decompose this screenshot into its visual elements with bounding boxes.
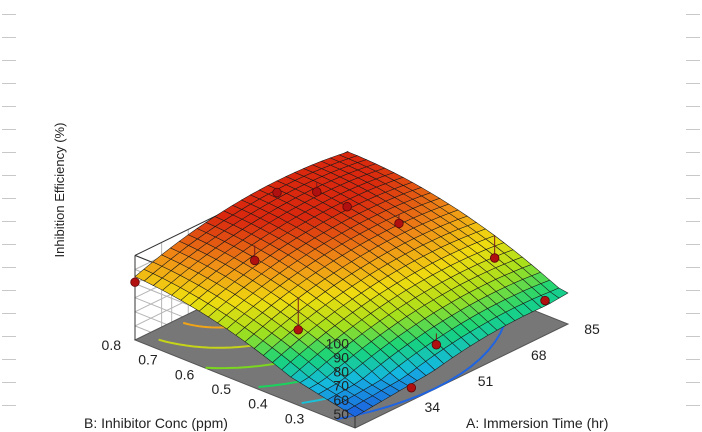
page-dash [686, 359, 700, 360]
page-dash [2, 83, 16, 84]
page-dash [686, 152, 700, 153]
page-dash [2, 244, 16, 245]
design-point-above [272, 187, 282, 198]
page-dash [686, 244, 700, 245]
x-tick-label: 34 [424, 399, 440, 415]
page-dash [2, 336, 16, 337]
page-dash [2, 313, 16, 314]
page-dash [2, 267, 16, 268]
page-dash [2, 60, 16, 61]
page-dash [686, 221, 700, 222]
design-point-above [489, 253, 500, 263]
design-point-above [431, 340, 442, 350]
page-dash [686, 405, 700, 406]
page-dash [686, 290, 700, 291]
page-dash [686, 14, 700, 15]
z-tick-label: 70 [333, 378, 349, 394]
design-point-above [540, 295, 550, 306]
page-dash [2, 14, 16, 15]
surface-cell [338, 151, 358, 159]
z-tick-label: 50 [333, 406, 349, 422]
page-dash [2, 405, 16, 406]
page-dash [2, 37, 16, 38]
x-tick-label: 68 [531, 347, 547, 363]
page-dash [2, 129, 16, 130]
page-dash [2, 198, 16, 199]
page-dash [2, 152, 16, 153]
design-point-above [312, 187, 322, 197]
x-axis-title: A: Immersion Time (hr) [466, 415, 608, 431]
page-dash [2, 106, 16, 107]
z-tick-label: 90 [333, 350, 349, 366]
page-dash [2, 175, 16, 176]
y-tick-label: 0.4 [248, 396, 268, 412]
design-point-above [342, 202, 352, 212]
points-above-surface [130, 182, 550, 393]
design-point-above [130, 277, 140, 287]
design-point-above [250, 255, 260, 266]
y-tick-label: 0.6 [175, 366, 195, 382]
page-dash [686, 37, 700, 38]
z-axis-title: Inhibition Efficiency (%) [52, 123, 67, 258]
page-dash [686, 175, 700, 176]
page-dash [2, 290, 16, 291]
page-dash [2, 382, 16, 383]
response-surface [134, 151, 569, 418]
x-tick-label: 85 [584, 321, 600, 337]
page-dash [686, 313, 700, 314]
page-dash [686, 382, 700, 383]
design-point-above [394, 218, 404, 229]
y-tick-label: 0.3 [285, 410, 305, 426]
page-dash [686, 336, 700, 337]
z-tick-label: 80 [333, 364, 349, 380]
y-tick-label: 0.5 [212, 381, 232, 397]
y-tick-label: 0.8 [102, 337, 122, 353]
contour-line [336, 306, 509, 421]
page-dash [686, 83, 700, 84]
page-dash [686, 267, 700, 268]
design-point-above [293, 325, 303, 335]
page-dash [2, 221, 16, 222]
page-dash [686, 129, 700, 130]
z-tick-label: 100 [326, 335, 350, 351]
z-tick-label: 60 [333, 392, 349, 408]
y-axis-title: B: Inhibitor Conc (ppm) [84, 415, 228, 431]
page-dash [2, 359, 16, 360]
x-tick-label: 51 [478, 373, 494, 389]
page-dash [686, 60, 700, 61]
page-dash [686, 198, 700, 199]
design-point-above [406, 383, 417, 393]
y-tick-label: 0.7 [138, 352, 158, 368]
page-dash [686, 106, 700, 107]
